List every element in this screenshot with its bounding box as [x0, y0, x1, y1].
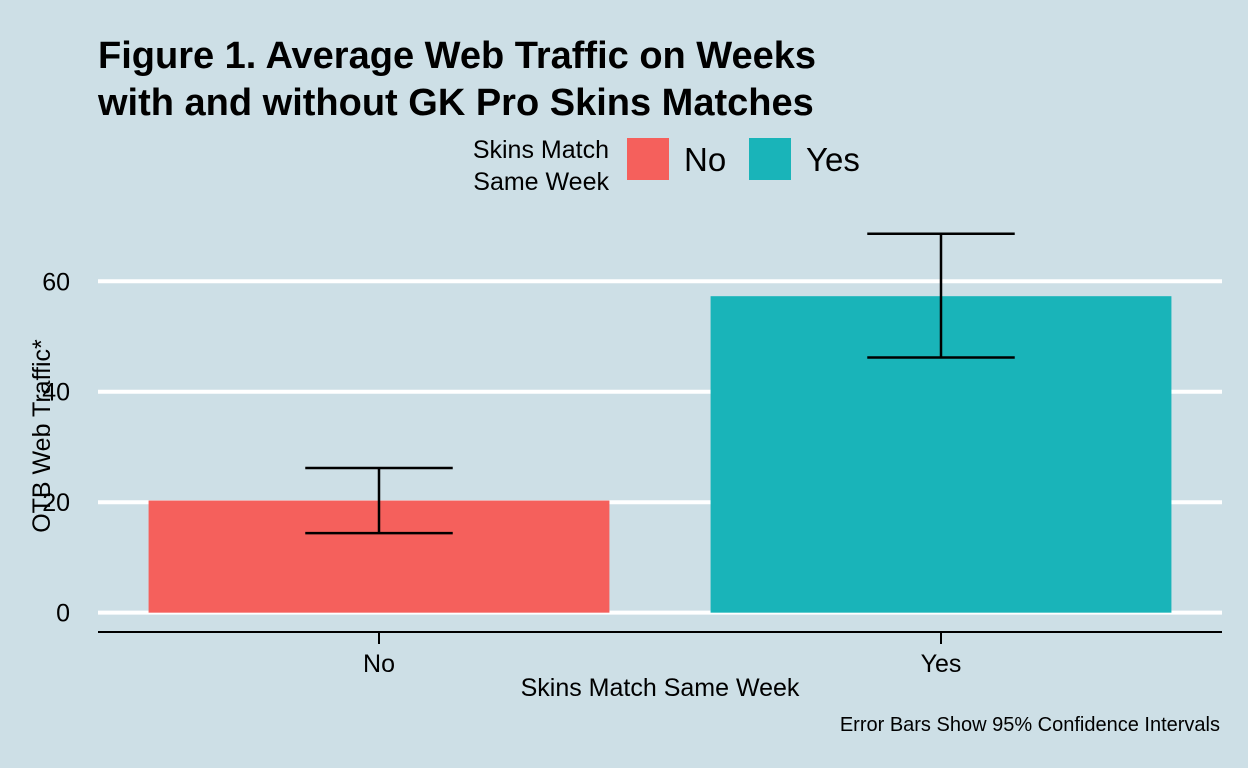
- error-bars: [305, 232, 1015, 535]
- x-tick-label-no: No: [363, 650, 395, 678]
- legend-swatch-yes: [749, 138, 791, 180]
- chart-caption: Error Bars Show 95% Confidence Intervals: [840, 714, 1220, 736]
- legend-title-line-2: Same Week: [473, 168, 609, 196]
- y-tick-label-60: 60: [42, 268, 70, 296]
- x-tick-label-yes: Yes: [921, 650, 962, 678]
- x-axis-ticks: No Yes: [363, 632, 961, 678]
- y-tick-label-40: 40: [42, 379, 70, 407]
- y-tick-label-20: 20: [42, 489, 70, 517]
- x-axis-title: Skins Match Same Week: [521, 674, 800, 702]
- legend: Skins Match Same Week No Yes: [473, 136, 860, 196]
- legend-title-line-1: Skins Match: [473, 136, 609, 164]
- legend-swatch-no: [627, 138, 669, 180]
- legend-label-yes: Yes: [806, 141, 860, 178]
- y-axis-title: OTB Web Traffic*: [28, 339, 56, 533]
- chart-title-line-2: with and without GK Pro Skins Matches: [97, 82, 814, 124]
- legend-label-no: No: [684, 141, 726, 178]
- y-axis-ticks: 0 20 40 60: [42, 268, 70, 627]
- chart-title-line-1: Figure 1. Average Web Traffic on Weeks: [98, 35, 816, 77]
- bars: [148, 296, 1172, 613]
- y-tick-label-0: 0: [56, 600, 70, 628]
